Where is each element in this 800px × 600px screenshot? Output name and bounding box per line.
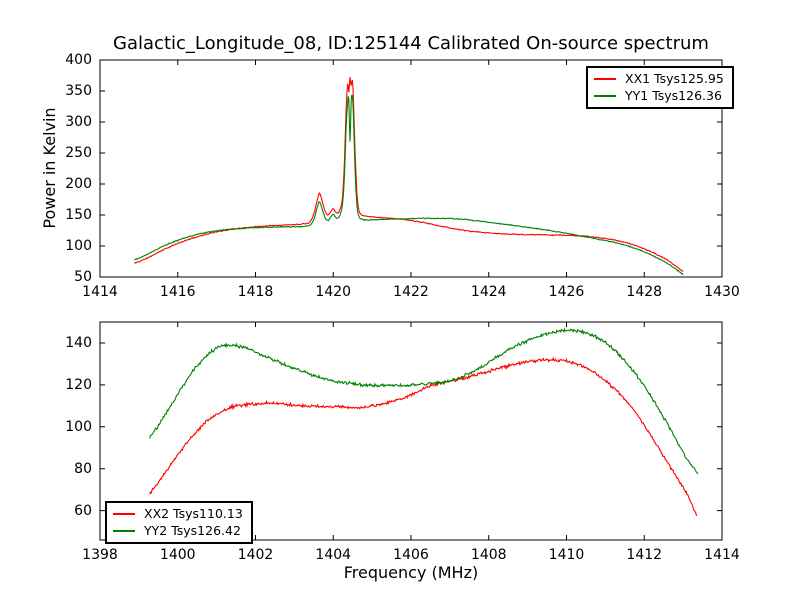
y-tick-label: 300	[65, 114, 92, 130]
x-tick-label: 1400	[159, 547, 196, 563]
y-tick-label: 50	[74, 269, 92, 285]
x-tick-label: 1402	[237, 547, 274, 563]
x-tick-label: 1416	[159, 284, 196, 300]
y-tick-label: 100	[65, 418, 92, 435]
x-tick-label: 1408	[470, 547, 507, 563]
x-tick-label: 1406	[393, 547, 429, 563]
x-tick-label: 1418	[237, 284, 274, 300]
xx2-line-swatch	[113, 513, 135, 515]
yy2-curve	[149, 327, 699, 475]
y-tick-label: 150	[65, 207, 92, 223]
y-tick-label: 200	[65, 176, 92, 192]
x-tick-label: 1414	[82, 284, 118, 300]
legend-entry-xx1: XX1 Tsys125.95	[594, 72, 724, 86]
x-tick-label: 1428	[626, 284, 663, 300]
x-tick-label: 1420	[315, 284, 352, 300]
legend-entry-xx2: XX2 Tsys110.13	[113, 507, 243, 521]
yy2-line-swatch	[113, 530, 135, 532]
yy1-curve	[134, 94, 684, 276]
xx2-curve	[149, 356, 698, 517]
xx1-curve	[133, 77, 684, 273]
y-tick-label: 100	[65, 238, 92, 254]
legend-top-panel: XX1 Tsys125.95 YY1 Tsys126.36	[586, 66, 734, 109]
x-tick-label: 1398	[82, 547, 118, 563]
x-tick-label: 1404	[315, 547, 352, 563]
x-tick-label: 1426	[548, 284, 585, 300]
yy1-line-swatch	[594, 95, 616, 97]
y-tick-label: 80	[74, 460, 92, 477]
y-tick-label: 60	[74, 502, 92, 519]
legend-entry-yy2: YY2 Tsys126.42	[113, 524, 243, 538]
x-axis-label: Frequency (MHz)	[343, 563, 479, 582]
x-tick-label: 1412	[626, 547, 663, 563]
y-tick-label: 140	[65, 334, 92, 351]
panel-frame-top	[99, 59, 723, 278]
legend-bottom-panel: XX2 Tsys110.13 YY2 Tsys126.42	[105, 501, 253, 544]
legend-label-yy1: YY1 Tsys126.36	[625, 88, 722, 103]
panel-frame-bottom	[99, 321, 723, 541]
y-tick-label: 120	[65, 376, 92, 393]
x-tick-label: 1422	[393, 284, 429, 300]
y-tick-label: 250	[65, 145, 92, 161]
legend-label-yy2: YY2 Tsys126.42	[144, 523, 241, 538]
xx1-line-swatch	[594, 78, 616, 80]
y-tick-label: 350	[65, 83, 92, 99]
x-tick-label: 1424	[470, 284, 507, 300]
legend-label-xx2: XX2 Tsys110.13	[144, 506, 243, 521]
x-tick-label: 1430	[704, 284, 740, 300]
y-tick-label: 400	[65, 52, 92, 68]
legend-entry-yy1: YY1 Tsys126.36	[594, 89, 724, 103]
x-tick-label: 1414	[704, 547, 740, 563]
chart-title: Galactic_Longitude_08, ID:125144 Calibra…	[113, 33, 709, 54]
x-tick-label: 1410	[548, 547, 585, 563]
legend-label-xx1: XX1 Tsys125.95	[625, 71, 724, 86]
